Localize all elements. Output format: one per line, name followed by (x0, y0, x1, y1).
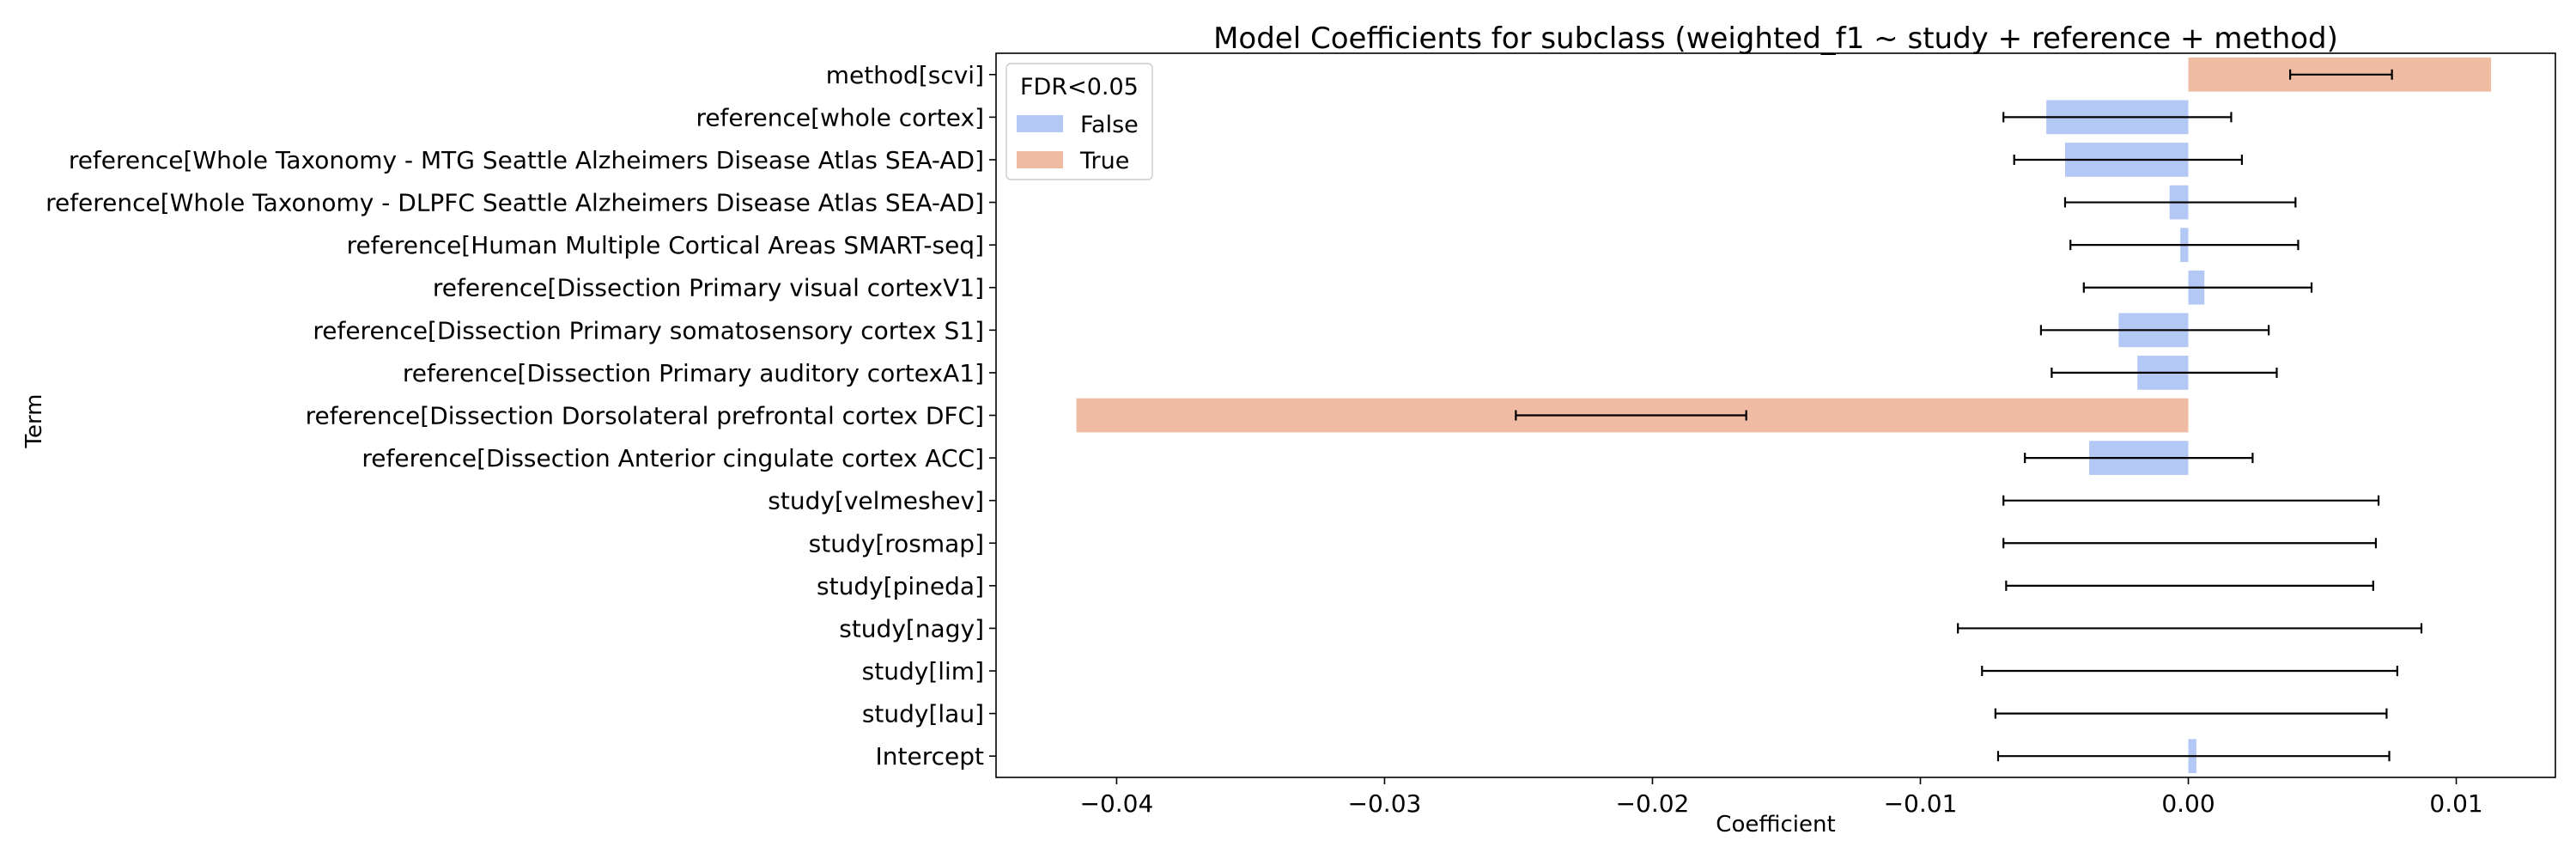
y-tick-label: study[lau] (862, 700, 984, 728)
y-tick-label: study[pineda] (817, 572, 984, 600)
x-tick-label: −0.02 (1616, 789, 1690, 818)
y-tick-label: reference[Whole Taxonomy - MTG Seattle A… (69, 146, 984, 174)
chart-title: Model Coefficients for subclass (weighte… (1213, 21, 2338, 56)
y-tick-label: study[rosmap] (809, 529, 984, 557)
error-bar (2082, 282, 2313, 293)
x-tick-label: 0.00 (2161, 789, 2215, 818)
x-tick-label: 0.01 (2429, 789, 2482, 818)
error-bar (1957, 623, 2423, 634)
y-tick-label: reference[Dissection Anterior cingulate … (361, 444, 984, 472)
y-tick-label: reference[Dissection Primary auditory co… (403, 359, 984, 387)
y-axis-label: Term (21, 393, 47, 448)
y-tick-label: reference[Dissection Primary somatosenso… (313, 316, 984, 344)
x-tick-label: −0.01 (1884, 789, 1958, 818)
x-axis-label: Coefficient (1716, 812, 1835, 838)
y-tick-label: reference[whole cortex] (696, 103, 984, 131)
legend: FDR<0.05 False True (1005, 63, 1153, 180)
y-tick-label: method[scvi] (826, 61, 984, 89)
y-tick-label: reference[Dissection Dorsolateral prefro… (306, 402, 984, 430)
legend-box (1005, 63, 1153, 180)
error-bar (1994, 708, 2388, 719)
legend-label: False (1080, 112, 1139, 138)
error-bar (2039, 325, 2270, 336)
y-tick-label: Intercept (876, 742, 985, 771)
error-bar (2024, 453, 2254, 464)
error-bar (1515, 410, 1747, 421)
x-axis-ticks: −0.04 −0.03 −0.02 −0.01 0.00 0.01 (1080, 777, 2483, 818)
legend-swatch (1017, 151, 1063, 168)
error-bar (2050, 367, 2278, 378)
legend-swatch (1017, 115, 1063, 132)
legend-label: True (1079, 148, 1129, 174)
error-bar (2002, 112, 2233, 123)
error-bar (2005, 580, 2374, 591)
error-bar (2002, 495, 2380, 506)
error-bar (2002, 538, 2378, 549)
plot-area (995, 52, 2556, 778)
error-bar (1996, 751, 2391, 762)
y-tick-label: study[velmeshev] (768, 487, 984, 515)
y-tick-label: reference[Whole Taxonomy - DLPFC Seattle… (46, 189, 984, 217)
y-tick-label: study[lim] (862, 657, 984, 685)
error-bar (2069, 240, 2300, 251)
y-axis-ticks: method[scvi] reference[whole cortex] refer… (46, 61, 996, 771)
error-bar (2013, 154, 2244, 165)
y-tick-label: reference[Dissection Primary visual cort… (433, 274, 984, 302)
error-bar (2288, 69, 2393, 80)
y-tick-label: study[nagy] (839, 614, 984, 643)
y-tick-label: reference[Human Multiple Cortical Areas … (347, 231, 984, 259)
x-tick-label: −0.04 (1080, 789, 1154, 818)
x-tick-label: −0.03 (1348, 789, 1422, 818)
legend-title: FDR<0.05 (1020, 74, 1139, 101)
error-bar (1981, 666, 2399, 677)
error-bar (2063, 197, 2297, 208)
